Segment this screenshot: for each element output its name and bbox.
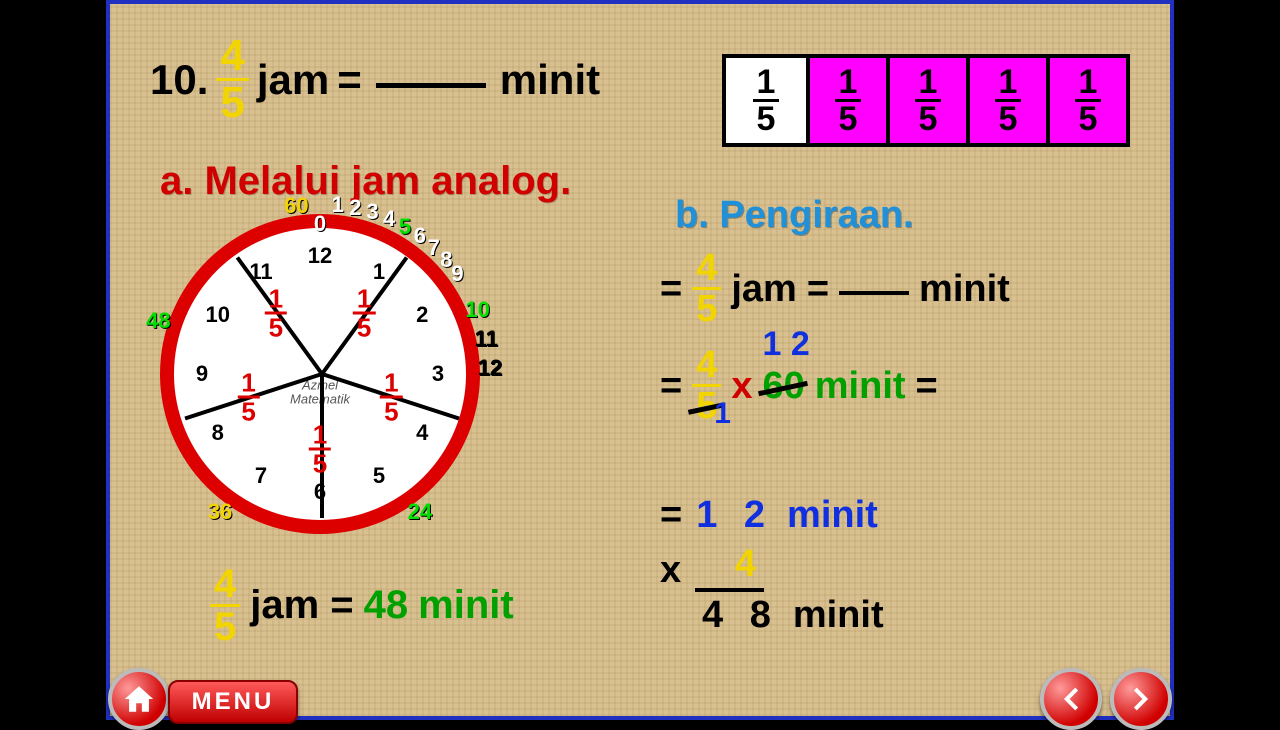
clock-hour-number: 6 [314, 479, 326, 505]
answer-a-value: 48 [364, 583, 409, 628]
clock-minute-label: 11 [475, 326, 498, 352]
clock-minute-label: 6 [414, 223, 426, 249]
bar-cell: 15 [966, 58, 1046, 143]
arrow-left-icon [1054, 682, 1088, 716]
cancel-top: 1 2 [762, 327, 809, 361]
answer-a-fraction: 4 5 [210, 564, 240, 647]
clock-hour-number: 10 [206, 302, 230, 328]
clock-hour-number: 9 [196, 361, 208, 387]
sixty: 60 [762, 365, 804, 407]
menu-button[interactable]: MENU [168, 680, 298, 724]
clock-hour-number: 12 [308, 243, 332, 269]
clock-sector-fraction: 15 [309, 422, 331, 477]
calc-row-2: = 4 5 1 x 60 1 2 minit = [660, 346, 1010, 425]
unit-minit: minit [500, 56, 600, 104]
answer-a-jam: jam = [250, 583, 353, 628]
question-number: 10. [150, 56, 208, 104]
mult-line: 0 4 [695, 543, 764, 592]
unit-jam: jam [257, 56, 329, 104]
subtitle-b: b. Pengiraan. [675, 194, 914, 237]
clock-hour-number: 3 [432, 361, 444, 387]
bar-cell: 15 [806, 58, 886, 143]
clock-minute-label: 48 [146, 308, 170, 334]
clock-minute-label: 10 [465, 297, 489, 323]
times-sign-2: x [660, 549, 681, 592]
clock-minute-label: 12 [478, 355, 502, 381]
arrow-right-icon [1124, 682, 1158, 716]
clock-minute-label: 5 [399, 214, 411, 240]
bar-cell: 15 [1046, 58, 1126, 143]
answer-blank [376, 83, 486, 88]
clock-minute-label: 7 [428, 235, 440, 261]
clock-minute-label: 9 [451, 261, 463, 287]
clock-minute-label: 36 [208, 499, 232, 525]
result-48: 4 8 [702, 594, 779, 637]
multiplication-block: = 1 2 minit x 0 4 4 8 minit [660, 494, 884, 637]
question-fraction: 4 5 [216, 34, 248, 125]
clock-minute-label: 60 [284, 193, 308, 219]
home-button[interactable] [108, 668, 170, 730]
answer-a: 4 5 jam = 48 minit [210, 564, 514, 647]
analog-clock: Azmel Matematik 121234567891011151515151… [160, 214, 480, 534]
cancel-bottom: 1 [714, 399, 731, 429]
lesson-stage: 10. 4 5 jam = minit 1515151515 a. Melalu… [106, 0, 1174, 720]
home-icon [122, 682, 156, 716]
subtitle-a: a. Melalui jam analog. [160, 159, 571, 204]
clock-sector-fraction: 15 [265, 286, 287, 341]
calc-fraction-1: 4 5 [692, 249, 721, 328]
clock-sector-fraction: 15 [380, 370, 402, 425]
clock-sector-fraction: 15 [237, 370, 259, 425]
clock-hour-number: 4 [416, 420, 428, 446]
bar-cell: 15 [886, 58, 966, 143]
clock-hour-number: 8 [212, 420, 224, 446]
clock-hour-number: 11 [249, 259, 272, 285]
clock-hour-number: 5 [373, 463, 385, 489]
times-sign: x [731, 367, 752, 405]
bar-model: 1515151515 [722, 54, 1130, 147]
clock-minute-label: 1 [332, 192, 344, 218]
clock-minute-label: 24 [408, 499, 432, 525]
twelve: 1 2 [696, 494, 773, 537]
answer-a-minit: minit [418, 583, 514, 628]
calc-blank [839, 291, 909, 295]
clock-minute-label: 3 [366, 199, 378, 225]
clock-minute-label: 4 [383, 206, 395, 232]
clock-hour-number: 7 [255, 463, 267, 489]
calc-fraction-2: 4 5 1 [692, 346, 721, 425]
question-line: 10. 4 5 jam = minit [150, 34, 600, 125]
calculation-block: = 4 5 jam = minit = 4 5 1 x 60 1 2 minit… [660, 249, 1010, 443]
bar-cell: 15 [726, 58, 806, 143]
calc-row-1: = 4 5 jam = minit [660, 249, 1010, 328]
next-button[interactable] [1110, 668, 1172, 730]
clock-minute-label: 2 [349, 195, 361, 221]
clock-minute-label: 0 [314, 211, 326, 237]
clock-hour-number: 1 [373, 259, 385, 285]
clock-hour-number: 2 [416, 302, 428, 328]
equals-sign: = [337, 56, 362, 104]
prev-button[interactable] [1040, 668, 1102, 730]
clock-sector-fraction: 15 [353, 286, 375, 341]
